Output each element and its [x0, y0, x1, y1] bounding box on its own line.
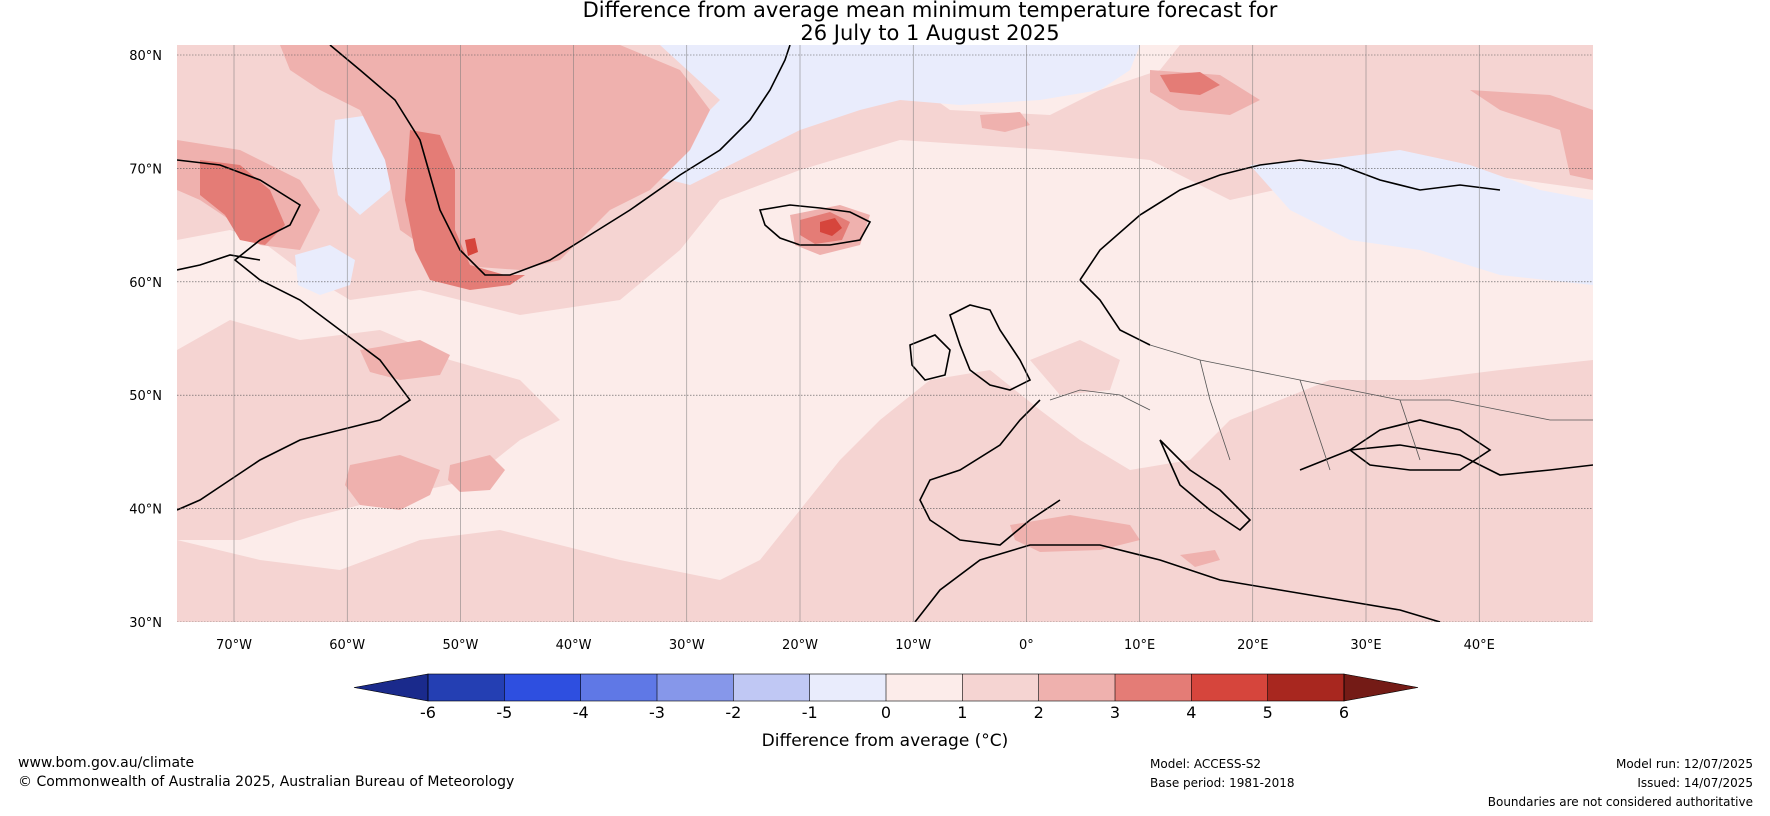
lat-label: 60°N: [129, 276, 162, 291]
colorbar-segment: [962, 674, 1038, 701]
colorbar-extend-high: [1344, 674, 1418, 701]
colorbar-segment: [886, 674, 962, 701]
forecast-map: 80°N70°N60°N50°N40°N30°N 70°W 60°W 50°W 40°…: [0, 0, 1770, 816]
colorbar-tick-label: -5: [496, 703, 512, 722]
latitude-labels: 80°N 70°N 60°N 50°N 40°N 30°N: [129, 49, 162, 631]
colorbar-tick-label: 5: [1263, 703, 1273, 722]
colorbar-tick-label: -2: [725, 703, 741, 722]
lat-label: 30°N: [129, 616, 162, 631]
colorbar-tick-label: 0: [881, 703, 891, 722]
colorbar-segment: [581, 674, 657, 701]
lon-label: 40°W: [556, 638, 592, 653]
colorbar-segment: [1115, 674, 1191, 701]
colorbar-tick-label: -4: [573, 703, 589, 722]
colorbar-tick-label: 4: [1186, 703, 1196, 722]
lat-label: 70°N: [129, 162, 162, 177]
colorbar-tick-label: -1: [802, 703, 818, 722]
longitude-labels: 70°W 60°W 50°W 40°W 30°W 20°W 10°W 0° 10°E 20°E 30…: [216, 638, 1495, 653]
lat-label: 50°N: [129, 389, 162, 404]
lon-label: 10°E: [1124, 638, 1155, 653]
lon-label: 20°E: [1237, 638, 1268, 653]
colorbar-extend-low: [354, 674, 428, 701]
colorbar-tick-label: 6: [1339, 703, 1349, 722]
lon-label: 20°W: [782, 638, 818, 653]
colorbar-tick-label: -6: [420, 703, 436, 722]
lon-label: 10°W: [895, 638, 931, 653]
lon-label: 30°E: [1350, 638, 1381, 653]
colorbar-segment: [810, 674, 886, 701]
lon-label: 70°W: [216, 638, 252, 653]
footer-model-run: Model run: 12/07/2025: [1616, 757, 1753, 771]
colorbar-segment: [1039, 674, 1115, 701]
footer-copyright: © Commonwealth of Australia 2025, Austra…: [18, 774, 514, 790]
colorbar-segment: [1268, 674, 1344, 701]
colorbar-tick-label: 2: [1034, 703, 1044, 722]
colorbar: -6 -5 -4 -3 -2 -1 0 1 2 3 4 5 6: [354, 674, 1418, 722]
lat-label: 80°N: [129, 49, 162, 64]
colorbar-segment: [733, 674, 809, 701]
colorbar-segment: [1191, 674, 1267, 701]
map-plot-area: [177, 45, 1593, 622]
lat-label: 40°N: [129, 503, 162, 518]
colorbar-tick-label: 1: [957, 703, 967, 722]
colorbar-segment: [428, 674, 504, 701]
colorbar-segment: [657, 674, 733, 701]
footer-base-period: Base period: 1981-2018: [1150, 776, 1295, 790]
footer-model: Model: ACCESS-S2: [1150, 757, 1261, 771]
colorbar-tick-label: -3: [649, 703, 665, 722]
lon-label: 40°E: [1464, 638, 1495, 653]
lon-label: 50°W: [442, 638, 478, 653]
footer-url[interactable]: www.bom.gov.au/climate: [18, 755, 194, 771]
colorbar-label: Difference from average (°C): [762, 731, 1009, 751]
lon-label: 60°W: [329, 638, 365, 653]
colorbar-tick-label: 3: [1110, 703, 1120, 722]
lon-label: 30°W: [669, 638, 705, 653]
colorbar-segment: [504, 674, 580, 701]
footer-disclaimer: Boundaries are not considered authoritat…: [1488, 795, 1753, 809]
footer-issued: Issued: 14/07/2025: [1637, 776, 1753, 790]
lon-label: 0°: [1019, 638, 1034, 653]
